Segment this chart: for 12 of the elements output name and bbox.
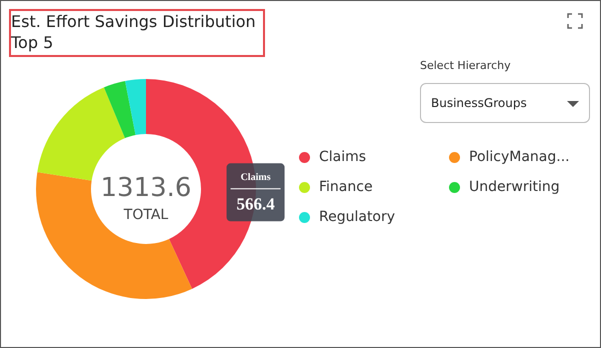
- legend-label: Regulatory: [319, 209, 396, 225]
- chart-title: Est. Effort Savings Distribution Top 5: [11, 11, 257, 53]
- text: Select Hierarchy: [420, 59, 511, 72]
- legend-label: Finance: [319, 179, 373, 195]
- text: 1313.6: [100, 173, 192, 203]
- dropdown-field: BusinessGroups: [420, 83, 590, 123]
- slice-label: Claims: [240, 172, 271, 183]
- data-label: 566.4: [236, 194, 276, 214]
- legend-label: Underwriting: [469, 179, 560, 195]
- legend-label: PolicyManag...: [469, 149, 570, 165]
- legend-label: Claims: [319, 149, 366, 165]
- text: TOTAL: [122, 207, 170, 223]
